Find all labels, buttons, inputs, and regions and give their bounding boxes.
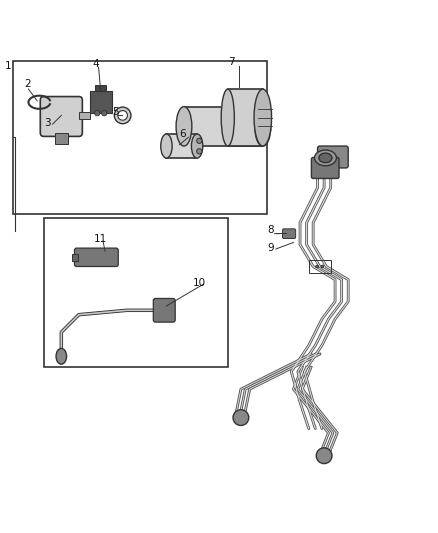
Text: 8: 8: [267, 225, 274, 235]
Bar: [309, 260, 331, 273]
Text: 5: 5: [112, 107, 118, 117]
Ellipse shape: [221, 89, 234, 146]
Text: 9: 9: [267, 243, 274, 253]
Circle shape: [197, 138, 202, 143]
Circle shape: [197, 149, 202, 154]
Ellipse shape: [114, 107, 131, 124]
Ellipse shape: [161, 134, 172, 158]
FancyBboxPatch shape: [153, 298, 175, 322]
Text: 6: 6: [180, 130, 186, 139]
Circle shape: [316, 265, 318, 268]
Circle shape: [321, 265, 324, 268]
Ellipse shape: [56, 349, 67, 364]
FancyBboxPatch shape: [311, 157, 339, 179]
Circle shape: [102, 110, 107, 116]
FancyBboxPatch shape: [40, 96, 82, 136]
Bar: [228, 89, 263, 146]
Ellipse shape: [233, 410, 249, 425]
Circle shape: [316, 265, 318, 268]
Bar: [72, 254, 78, 261]
Bar: [184, 107, 263, 146]
Ellipse shape: [254, 89, 272, 146]
FancyBboxPatch shape: [283, 229, 296, 238]
Bar: [90, 91, 112, 113]
Circle shape: [95, 110, 100, 116]
Circle shape: [321, 265, 324, 268]
Ellipse shape: [191, 134, 203, 158]
Text: 10: 10: [193, 278, 206, 288]
Ellipse shape: [176, 107, 192, 146]
Bar: [79, 112, 90, 119]
Ellipse shape: [314, 150, 336, 166]
Text: 3: 3: [44, 118, 50, 128]
Ellipse shape: [255, 107, 271, 146]
Bar: [55, 133, 68, 144]
Text: 7: 7: [228, 57, 234, 67]
Text: 4: 4: [92, 59, 99, 69]
Text: 11: 11: [94, 235, 107, 245]
Text: 1: 1: [4, 61, 11, 71]
Bar: [166, 134, 197, 158]
Ellipse shape: [316, 448, 332, 464]
Bar: [95, 85, 106, 91]
FancyBboxPatch shape: [74, 248, 118, 266]
Bar: [13, 61, 267, 214]
Ellipse shape: [319, 153, 332, 163]
Text: 2: 2: [24, 79, 31, 89]
FancyBboxPatch shape: [318, 146, 348, 168]
Bar: [44, 219, 228, 367]
Ellipse shape: [118, 110, 127, 120]
